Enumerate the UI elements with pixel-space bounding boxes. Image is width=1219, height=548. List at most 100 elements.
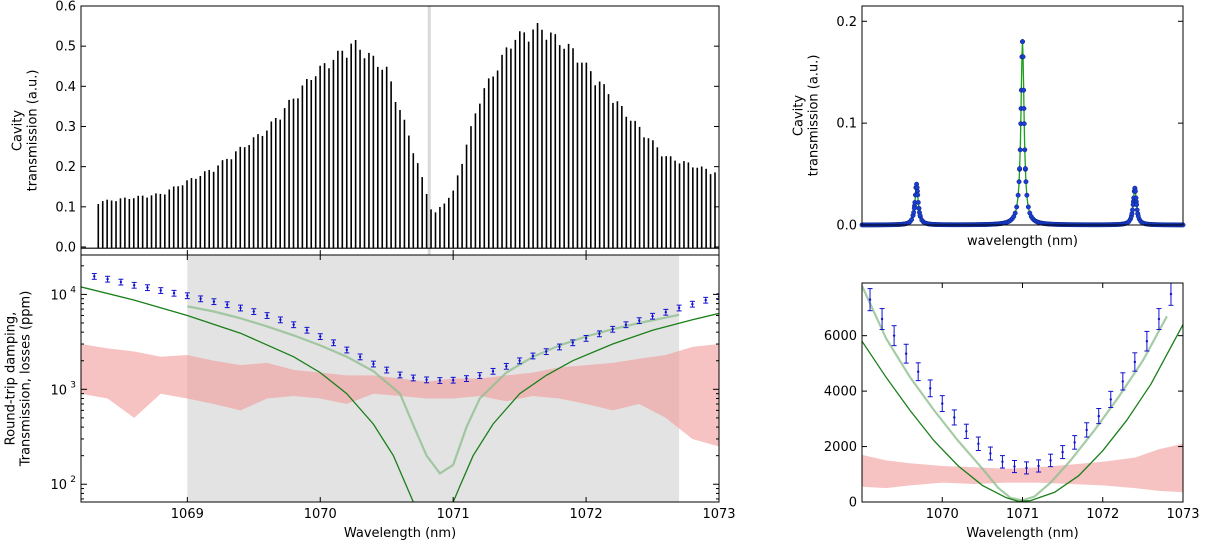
damping-point (478, 374, 481, 377)
y-tick-label: 10 (50, 288, 67, 303)
damping-point (1133, 360, 1137, 364)
data-point (911, 205, 917, 211)
damping-point (398, 373, 402, 377)
panel-cavity-transmission-zoom: 0.0 0.1 0.2 wavelength (nm) Cavity transmissi… (792, 5, 1186, 249)
data-point (1132, 188, 1138, 194)
y-tick-label: 0.5 (55, 40, 76, 55)
model-line (187, 305, 680, 475)
data-point (1022, 166, 1028, 172)
damping-point (531, 354, 535, 358)
damping-point (332, 341, 335, 344)
model-line (862, 324, 1183, 502)
damping-point (638, 319, 641, 322)
y-axis-label: Round-trip damping, (4, 312, 19, 446)
y-tick-label: 6000 (824, 329, 857, 344)
x-tick-label: 1071 (437, 507, 470, 522)
x-axis-label: Wavelength (nm) (966, 526, 1078, 541)
x-axis-label: Wavelength (nm) (344, 526, 456, 541)
data-point (911, 209, 917, 215)
damping-point (1097, 414, 1100, 418)
data-point (1012, 210, 1018, 216)
y-axis-label: Cavity (11, 110, 26, 151)
plot-area (862, 283, 1183, 502)
damping-point (146, 286, 149, 289)
damping-point (1013, 465, 1016, 468)
damping-point (664, 310, 668, 314)
damping-point (172, 291, 176, 295)
data-point (1016, 179, 1022, 185)
data-point (915, 192, 921, 198)
data-point (916, 205, 922, 211)
y-tick-label: 0.1 (836, 117, 857, 132)
damping-point (412, 376, 415, 380)
data-point (1133, 195, 1139, 201)
damping-point (571, 341, 574, 344)
x-tick-label: 1070 (926, 507, 959, 522)
damping-point (1049, 459, 1052, 462)
x-tick-label: 1073 (702, 507, 735, 522)
x-tick-label: 1072 (1086, 507, 1119, 522)
damping-point (965, 430, 968, 433)
damping-point (1109, 398, 1112, 401)
damping-point (372, 362, 375, 366)
data-point (1021, 106, 1027, 111)
x-axis-label: wavelength (nm) (967, 234, 1078, 249)
data-point (1134, 202, 1140, 208)
damping-point (1157, 317, 1161, 321)
y-tick-label: 0.6 (55, 0, 76, 15)
damping-point (212, 300, 216, 303)
model-line (862, 285, 1168, 502)
damping-point (651, 314, 654, 318)
damping-point (584, 337, 588, 340)
damping-point (989, 452, 992, 455)
damping-point (892, 334, 896, 337)
damping-point (119, 280, 123, 284)
y-tick-label: 10 (50, 478, 67, 493)
damping-point (1001, 460, 1004, 464)
damping-point (505, 365, 508, 368)
damping-point (953, 416, 956, 419)
data-point (1023, 179, 1029, 185)
plot-area (81, 255, 719, 502)
data-point (1015, 192, 1021, 198)
damping-point (451, 378, 455, 382)
damping-point (358, 355, 362, 359)
damping-point (438, 379, 442, 382)
damping-point (279, 318, 282, 321)
damping-point (385, 368, 388, 372)
data-point (1017, 166, 1023, 172)
damping-point (929, 387, 932, 390)
y-tick-label: 0.2 (55, 160, 76, 175)
damping-point (425, 378, 428, 381)
damping-point (677, 306, 681, 310)
y-tick-label: 2000 (824, 440, 857, 455)
damping-point (977, 442, 980, 445)
damping-point (880, 317, 884, 321)
damping-point (691, 302, 694, 306)
damping-point (252, 310, 255, 313)
data-point (914, 185, 920, 191)
damping-point (132, 283, 136, 287)
data-point (1017, 147, 1023, 153)
damping-point (1025, 466, 1028, 470)
damping-point (868, 298, 872, 301)
damping-point (1061, 450, 1064, 454)
data-point (909, 217, 915, 223)
loss-band (862, 443, 1183, 493)
damping-point (1145, 340, 1149, 343)
data-point (917, 212, 923, 218)
damping-point (239, 306, 242, 310)
y-tick-label: 0.0 (55, 240, 76, 255)
y-axis-label: transmission (a.u.) (26, 70, 41, 192)
data-point (1022, 147, 1028, 153)
damping-point (916, 370, 920, 373)
y-tick-label: 0.4 (55, 80, 76, 95)
damping-point (319, 335, 322, 338)
data-point (1020, 39, 1025, 45)
damping-point (1037, 464, 1040, 468)
damping-point (1169, 292, 1173, 296)
x-tick-label: 1070 (304, 507, 337, 522)
y-tick-label: 0.3 (55, 120, 76, 135)
y-tick-exponent: 2 (70, 475, 76, 485)
